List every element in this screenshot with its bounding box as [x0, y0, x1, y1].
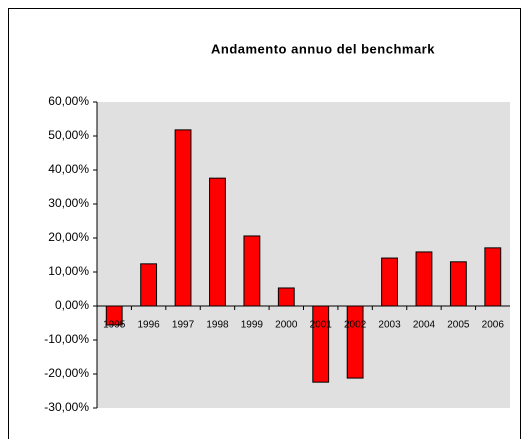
plot-area — [97, 102, 510, 408]
x-tick-label: 1999 — [241, 320, 264, 331]
y-tick-label: -10,00% — [44, 332, 89, 346]
bar — [484, 247, 502, 307]
x-tick-label: 2002 — [344, 320, 367, 331]
x-tick-label: 2001 — [310, 320, 333, 331]
x-tick-label: 1995 — [103, 320, 126, 331]
y-tick-label: -20,00% — [44, 366, 89, 380]
y-tick-label: 50,00% — [48, 128, 89, 142]
y-tick-label: 20,00% — [48, 230, 89, 244]
bar — [277, 287, 295, 307]
bar — [312, 305, 330, 383]
bar — [209, 177, 226, 307]
y-tick-label: 10,00% — [48, 264, 89, 278]
bar — [174, 129, 192, 307]
bar — [140, 263, 158, 307]
x-tick-label: 2000 — [275, 320, 298, 331]
y-tick-label: 30,00% — [48, 196, 89, 210]
bar — [449, 261, 467, 307]
x-tick-label: 1997 — [172, 320, 195, 331]
x-tick-label: 2004 — [413, 320, 436, 331]
y-tick-label: -30,00% — [44, 400, 89, 414]
chart-title: Andamento annuo del benchmark — [211, 41, 435, 56]
x-tick-label: 2005 — [447, 320, 470, 331]
bar — [415, 251, 433, 307]
y-tick-label: 0,00% — [55, 298, 89, 312]
x-tick-label: 1998 — [206, 320, 229, 331]
y-tick-label: 60,00% — [48, 94, 89, 108]
x-tick-label: 1996 — [138, 320, 161, 331]
x-tick-label: 2006 — [482, 320, 505, 331]
bar — [346, 305, 364, 379]
bar — [381, 257, 398, 307]
x-tick-label: 2003 — [378, 320, 401, 331]
bar — [243, 235, 261, 307]
y-tick-label: 40,00% — [48, 162, 89, 176]
